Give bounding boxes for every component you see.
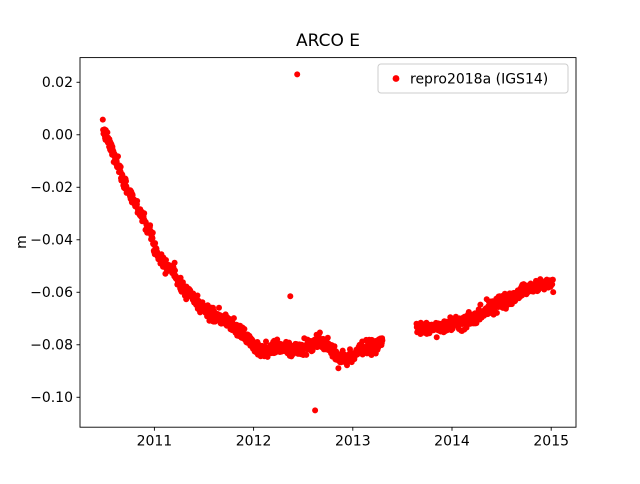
scatter-point [333, 348, 340, 355]
scatter-point [117, 163, 124, 170]
scatter-point [172, 267, 178, 274]
scatter-point [324, 334, 331, 341]
chart-title: ARCO E [296, 31, 360, 51]
scatter-point [147, 222, 154, 229]
scatter-point [550, 289, 557, 296]
scatter-point [493, 309, 500, 316]
scatter-outlier-point [312, 407, 319, 414]
x-tick-label: 2012 [236, 434, 272, 450]
y-tick-label: −0.10 [30, 390, 73, 406]
scatter-point [549, 276, 556, 283]
legend-label: repro2018a (IGS14) [410, 72, 548, 88]
scatter-point [549, 281, 556, 288]
scatter-point [177, 274, 184, 281]
x-tick-label: 2011 [137, 434, 173, 450]
axes-layer: 2011 2012 2013 2014 2015 0.02 0.00 −0.02 −0.04 −0… [30, 57, 577, 450]
scatter-point [433, 334, 440, 341]
scatter-point [104, 129, 111, 136]
scatter-point [194, 292, 201, 299]
scatter-point [263, 338, 269, 345]
scatter-point [331, 343, 338, 350]
y-axis-label: m [14, 235, 30, 249]
y-tick-label: −0.06 [30, 285, 73, 301]
scatter-point [449, 325, 456, 332]
x-tick-label: 2014 [434, 434, 470, 450]
y-tick-label: −0.04 [30, 233, 73, 249]
scatter-point [115, 153, 121, 160]
scatter-point [134, 198, 141, 204]
y-tick-label: 0.02 [42, 75, 73, 91]
scatter-point [241, 326, 248, 332]
scatter-point [163, 257, 169, 263]
scatter-point [149, 229, 156, 236]
scatter-point [303, 351, 310, 358]
axes-spines [79, 57, 577, 428]
scatter-outlier-point [287, 293, 294, 300]
y-tick-label: −0.02 [30, 180, 73, 196]
scatter-point [141, 210, 148, 217]
scatter-point [344, 362, 350, 369]
scatter-point [149, 235, 156, 242]
y-tick-label: −0.08 [30, 338, 73, 354]
scatter-point [171, 259, 178, 266]
scatter-point [274, 336, 281, 343]
legend: repro2018a (IGS14) [377, 63, 569, 94]
legend-marker-dot [392, 75, 400, 82]
scatter-point [99, 116, 106, 123]
scatter-point [230, 315, 237, 322]
scatter-point [477, 301, 484, 308]
scatter-outlier-point [294, 71, 301, 78]
scatter-point [316, 329, 323, 336]
scatter-point [152, 240, 159, 247]
legend-box [377, 63, 569, 94]
x-tick-label: 2013 [335, 434, 371, 450]
scatter-point [216, 304, 222, 311]
scatter-point [379, 337, 386, 344]
x-tick-label: 2015 [533, 434, 569, 450]
scatter-point [335, 365, 342, 372]
scatter-point [123, 178, 129, 185]
y-tick-label: 0.00 [42, 128, 73, 144]
